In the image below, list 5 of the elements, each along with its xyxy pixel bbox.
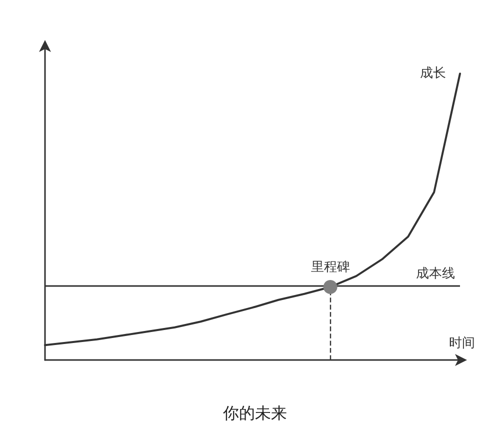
series-label: 成长: [420, 66, 446, 82]
x-axis-title: 时间: [449, 336, 475, 351]
ref-line-label: 成本线: [416, 266, 455, 282]
annotation: 里程碑: [310, 260, 350, 275]
text: 你的未来: [222, 404, 287, 422]
